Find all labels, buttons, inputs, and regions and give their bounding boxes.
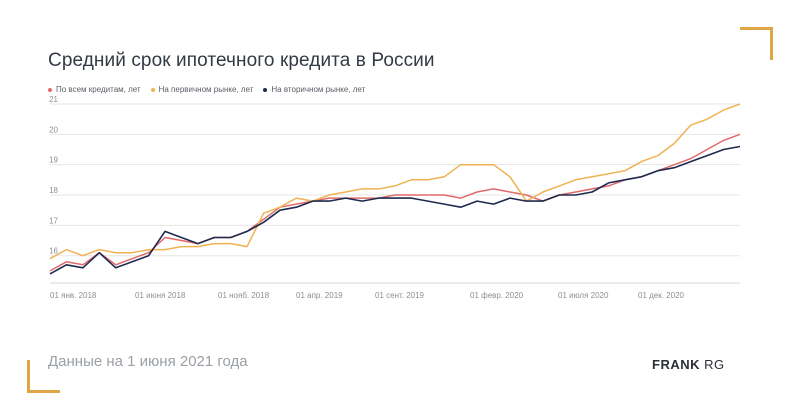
chart-series: [49, 103, 741, 275]
y-axis-ticks: 16 17 18 19 20 21: [49, 95, 58, 256]
x-tick-label-1: 01 июня 2018: [135, 291, 186, 300]
y-tick-label-18: 18: [49, 186, 58, 195]
chart-grid: [50, 103, 740, 284]
y-tick-label-20: 20: [49, 125, 58, 134]
x-axis-ticks: 01 янв. 2018 01 июня 2018 01 нояб. 2018 01 …: [50, 291, 685, 300]
legend-item-secondary: На вторичном рынке, лет: [263, 85, 365, 94]
legend-marker-primary: [150, 87, 155, 92]
legend-item-all: По всем кредитам, лет: [48, 85, 141, 94]
legend-label-secondary: На вторичном рынке, лет: [271, 85, 366, 94]
legend-marker-all: [48, 87, 52, 92]
x-tick-label-0: 01 янв. 2018: [50, 291, 97, 300]
chart-legend: По всем кредитам, лет На первичном рынке…: [48, 85, 365, 94]
y-tick-label-19: 19: [49, 156, 58, 165]
y-tick-label-21: 21: [49, 95, 58, 104]
series-line-all: [49, 133, 741, 272]
legend-label-all: По всем кредитам, лет: [56, 85, 141, 94]
x-tick-label-6: 01 июля 2020: [558, 291, 609, 300]
brand-logo-bold: FRANK: [652, 357, 700, 372]
x-tick-label-7: 01 дек. 2020: [638, 291, 685, 300]
x-tick-label-5: 01 февр. 2020: [470, 291, 524, 300]
chart-title: Средний срок ипотечного кредита в России: [48, 50, 435, 71]
legend-label-primary: На первичном рынке, лет: [158, 85, 254, 94]
brand-logo: FRANK RG: [652, 357, 725, 372]
series-line-primary: [49, 103, 741, 260]
legend-item-primary: На первичном рынке, лет: [150, 85, 254, 94]
legend-marker-secondary: [263, 87, 268, 92]
corner-bracket-bottom-left: [27, 360, 60, 393]
data-date-note: Данные на 1 июня 2021 года: [48, 353, 248, 370]
y-tick-label-17: 17: [49, 216, 58, 225]
corner-bracket-top-right: [740, 27, 773, 60]
brand-logo-thin: RG: [700, 357, 725, 372]
y-tick-label-16: 16: [49, 247, 58, 256]
series-line-secondary: [49, 145, 741, 275]
x-tick-label-3: 01 апр. 2019: [296, 291, 343, 300]
x-tick-label-4: 01 сент. 2019: [375, 291, 425, 300]
x-tick-label-2: 01 нояб. 2018: [218, 291, 270, 300]
